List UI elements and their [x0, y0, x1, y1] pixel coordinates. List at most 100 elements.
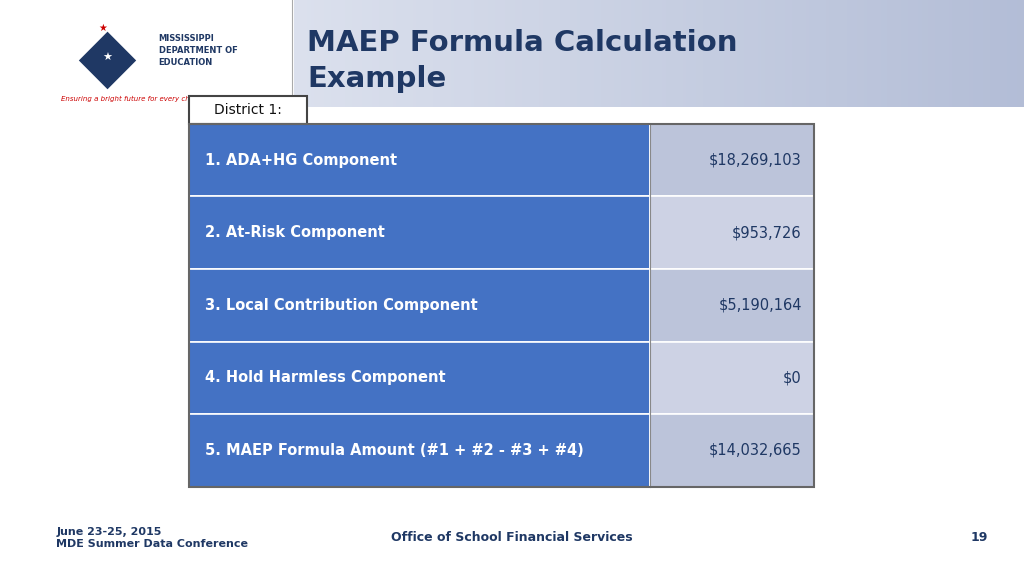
Bar [996, 0, 1002, 107]
Bar [816, 0, 821, 107]
Bar [863, 0, 869, 107]
Polygon shape [79, 32, 136, 89]
Bar [478, 0, 483, 107]
Bar [225, 0, 230, 107]
Bar [54, 0, 60, 107]
Bar [949, 0, 954, 107]
Bar [809, 0, 814, 107]
Bar [243, 0, 248, 107]
Bar [556, 0, 562, 107]
Bar [17, 0, 23, 107]
Bar [843, 0, 849, 107]
Bar [652, 0, 657, 107]
Bar [99, 0, 104, 107]
Bar [884, 0, 890, 107]
Bar [737, 0, 742, 107]
Bar [189, 196, 650, 269]
Bar [161, 0, 166, 107]
Bar [345, 0, 350, 107]
Bar [819, 0, 824, 107]
Text: Ensuring a bright future for every child: Ensuring a bright future for every child [61, 96, 199, 102]
Bar [38, 0, 43, 107]
Bar [430, 0, 435, 107]
Bar [669, 0, 675, 107]
Bar [218, 0, 224, 107]
Bar [222, 0, 227, 107]
Bar [232, 0, 238, 107]
Text: 19: 19 [971, 532, 988, 544]
Bar [317, 0, 323, 107]
Bar [151, 0, 156, 107]
Bar [31, 0, 36, 107]
Text: MDE Summer Data Conference: MDE Summer Data Conference [56, 539, 248, 550]
Bar [727, 0, 732, 107]
Bar [123, 0, 128, 107]
Bar [901, 0, 906, 107]
Bar [256, 0, 261, 107]
Bar [860, 0, 865, 107]
Bar [174, 0, 179, 107]
Bar [331, 0, 337, 107]
Bar [184, 0, 189, 107]
Bar [829, 0, 835, 107]
Bar [748, 0, 753, 107]
Bar [13, 0, 19, 107]
Bar [799, 0, 804, 107]
Bar [778, 0, 783, 107]
Bar [990, 0, 995, 107]
Bar [802, 0, 808, 107]
Bar [703, 0, 709, 107]
Bar [417, 0, 422, 107]
Bar [655, 0, 660, 107]
Bar [461, 0, 466, 107]
Bar [837, 0, 842, 107]
Bar [3, 0, 9, 107]
Bar [881, 0, 886, 107]
Bar [239, 0, 245, 107]
Bar [41, 0, 46, 107]
Bar [382, 0, 388, 107]
Bar [215, 0, 220, 107]
Bar [1021, 0, 1024, 107]
Bar [140, 0, 145, 107]
Bar [280, 0, 286, 107]
Bar [955, 0, 962, 107]
Text: 3. Local Contribution Component: 3. Local Contribution Component [205, 298, 477, 313]
Bar [189, 269, 650, 342]
Bar [474, 0, 480, 107]
Bar [433, 0, 439, 107]
Bar [133, 0, 138, 107]
Bar [492, 0, 497, 107]
Bar [294, 0, 299, 107]
Bar [625, 0, 630, 107]
Bar [935, 0, 941, 107]
Bar [95, 0, 101, 107]
Bar [857, 0, 862, 107]
Bar [189, 124, 814, 487]
Bar [358, 0, 364, 107]
Bar [72, 0, 77, 107]
Bar [929, 0, 934, 107]
Bar [650, 124, 814, 196]
Bar [509, 0, 514, 107]
Bar [488, 0, 494, 107]
Bar [919, 0, 924, 107]
Bar [338, 0, 343, 107]
Bar [502, 0, 507, 107]
Bar [765, 0, 770, 107]
Bar [287, 0, 292, 107]
Bar [622, 0, 627, 107]
Bar [922, 0, 927, 107]
Bar [730, 0, 736, 107]
Bar [187, 0, 194, 107]
Bar [284, 0, 289, 107]
Bar [894, 0, 900, 107]
Bar [847, 0, 852, 107]
Bar [177, 0, 183, 107]
Bar [515, 0, 521, 107]
Bar [755, 0, 760, 107]
Bar [361, 0, 368, 107]
Bar [952, 0, 957, 107]
Bar [351, 0, 357, 107]
Bar [407, 0, 412, 107]
